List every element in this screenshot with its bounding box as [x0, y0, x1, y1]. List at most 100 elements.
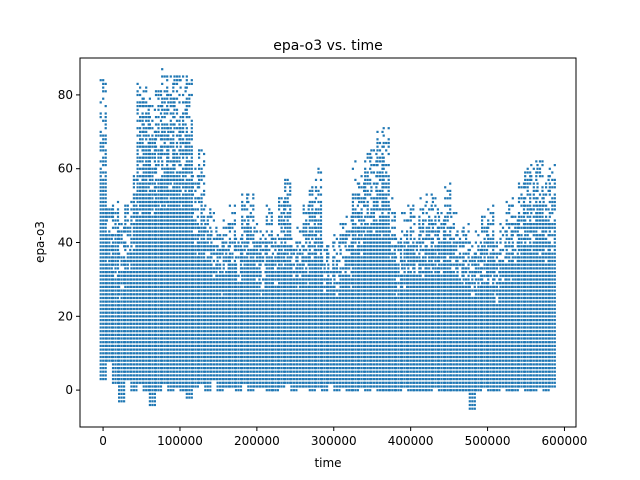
data-point	[116, 267, 120, 270]
data-point	[120, 389, 123, 392]
data-point	[111, 208, 115, 211]
data-point	[252, 363, 255, 366]
data-point	[102, 259, 105, 263]
data-point	[104, 178, 107, 181]
data-point	[188, 378, 191, 381]
data-point	[290, 282, 293, 285]
data-point	[179, 274, 182, 277]
data-point	[124, 370, 127, 373]
data-point	[163, 204, 166, 207]
data-point	[215, 271, 218, 274]
data-point	[167, 241, 170, 244]
data-point	[215, 267, 218, 270]
data-point	[234, 326, 238, 329]
data-point	[182, 319, 185, 322]
data-point	[139, 344, 142, 347]
data-point	[123, 326, 126, 329]
data-point	[99, 278, 102, 281]
data-point	[241, 304, 244, 307]
data-point	[126, 359, 129, 362]
data-point	[209, 300, 212, 303]
data-point	[225, 300, 228, 303]
data-point	[196, 186, 199, 189]
data-point	[194, 267, 197, 270]
data-point	[259, 256, 262, 259]
data-point	[124, 278, 127, 281]
data-point	[159, 374, 163, 377]
data-point	[182, 245, 185, 248]
data-point	[161, 341, 164, 344]
data-point	[190, 145, 193, 148]
data-point	[182, 215, 185, 218]
data-point	[135, 363, 138, 366]
data-point	[139, 130, 142, 133]
data-point	[102, 156, 105, 159]
data-point	[185, 348, 188, 351]
data-point	[212, 322, 215, 325]
data-point	[198, 263, 201, 266]
data-point	[252, 219, 255, 222]
data-point	[255, 337, 259, 340]
data-point	[151, 274, 154, 277]
data-point	[129, 315, 132, 318]
data-point	[255, 271, 259, 274]
data-point	[178, 75, 181, 78]
data-point	[286, 263, 289, 266]
data-point	[276, 359, 279, 362]
data-point	[145, 127, 148, 130]
data-point	[247, 352, 250, 355]
data-point	[99, 234, 102, 237]
data-point	[225, 352, 228, 355]
data-point	[284, 304, 287, 307]
data-point	[182, 193, 185, 196]
data-point	[136, 378, 139, 381]
data-point	[129, 344, 132, 347]
data-point	[145, 234, 148, 237]
data-point	[126, 285, 129, 288]
data-point	[209, 352, 212, 355]
data-point	[210, 278, 213, 281]
data-point	[175, 326, 179, 329]
data-point	[209, 263, 212, 266]
data-point	[289, 322, 292, 325]
data-point	[249, 230, 252, 233]
data-point	[243, 367, 246, 370]
data-point	[228, 378, 231, 381]
data-point	[159, 348, 163, 351]
data-point	[234, 315, 238, 318]
data-point	[219, 352, 222, 355]
data-point	[227, 245, 230, 248]
data-point	[231, 333, 234, 336]
data-point	[247, 374, 250, 377]
data-point	[130, 367, 133, 370]
data-point	[163, 134, 166, 137]
data-point	[163, 90, 166, 93]
data-point	[185, 330, 188, 333]
data-point	[126, 219, 129, 222]
data-point	[198, 200, 201, 204]
data-point	[190, 392, 193, 395]
data-point	[191, 234, 194, 237]
data-point	[215, 370, 218, 373]
data-point	[142, 333, 145, 336]
data-point	[264, 333, 267, 336]
data-point	[210, 344, 213, 347]
data-point	[139, 355, 142, 359]
data-point	[215, 293, 218, 296]
data-point	[268, 223, 271, 226]
data-point	[234, 385, 238, 388]
data-point	[175, 171, 179, 174]
data-point	[151, 367, 154, 370]
data-point	[151, 311, 154, 314]
data-point	[185, 149, 188, 152]
data-point	[139, 370, 142, 373]
data-point	[209, 359, 212, 362]
data-point	[227, 274, 230, 277]
data-point	[196, 289, 199, 292]
data-point	[191, 274, 194, 277]
data-point	[219, 341, 222, 344]
data-point	[203, 289, 206, 292]
data-point	[135, 319, 138, 322]
data-point	[163, 322, 166, 325]
data-point	[129, 330, 132, 333]
